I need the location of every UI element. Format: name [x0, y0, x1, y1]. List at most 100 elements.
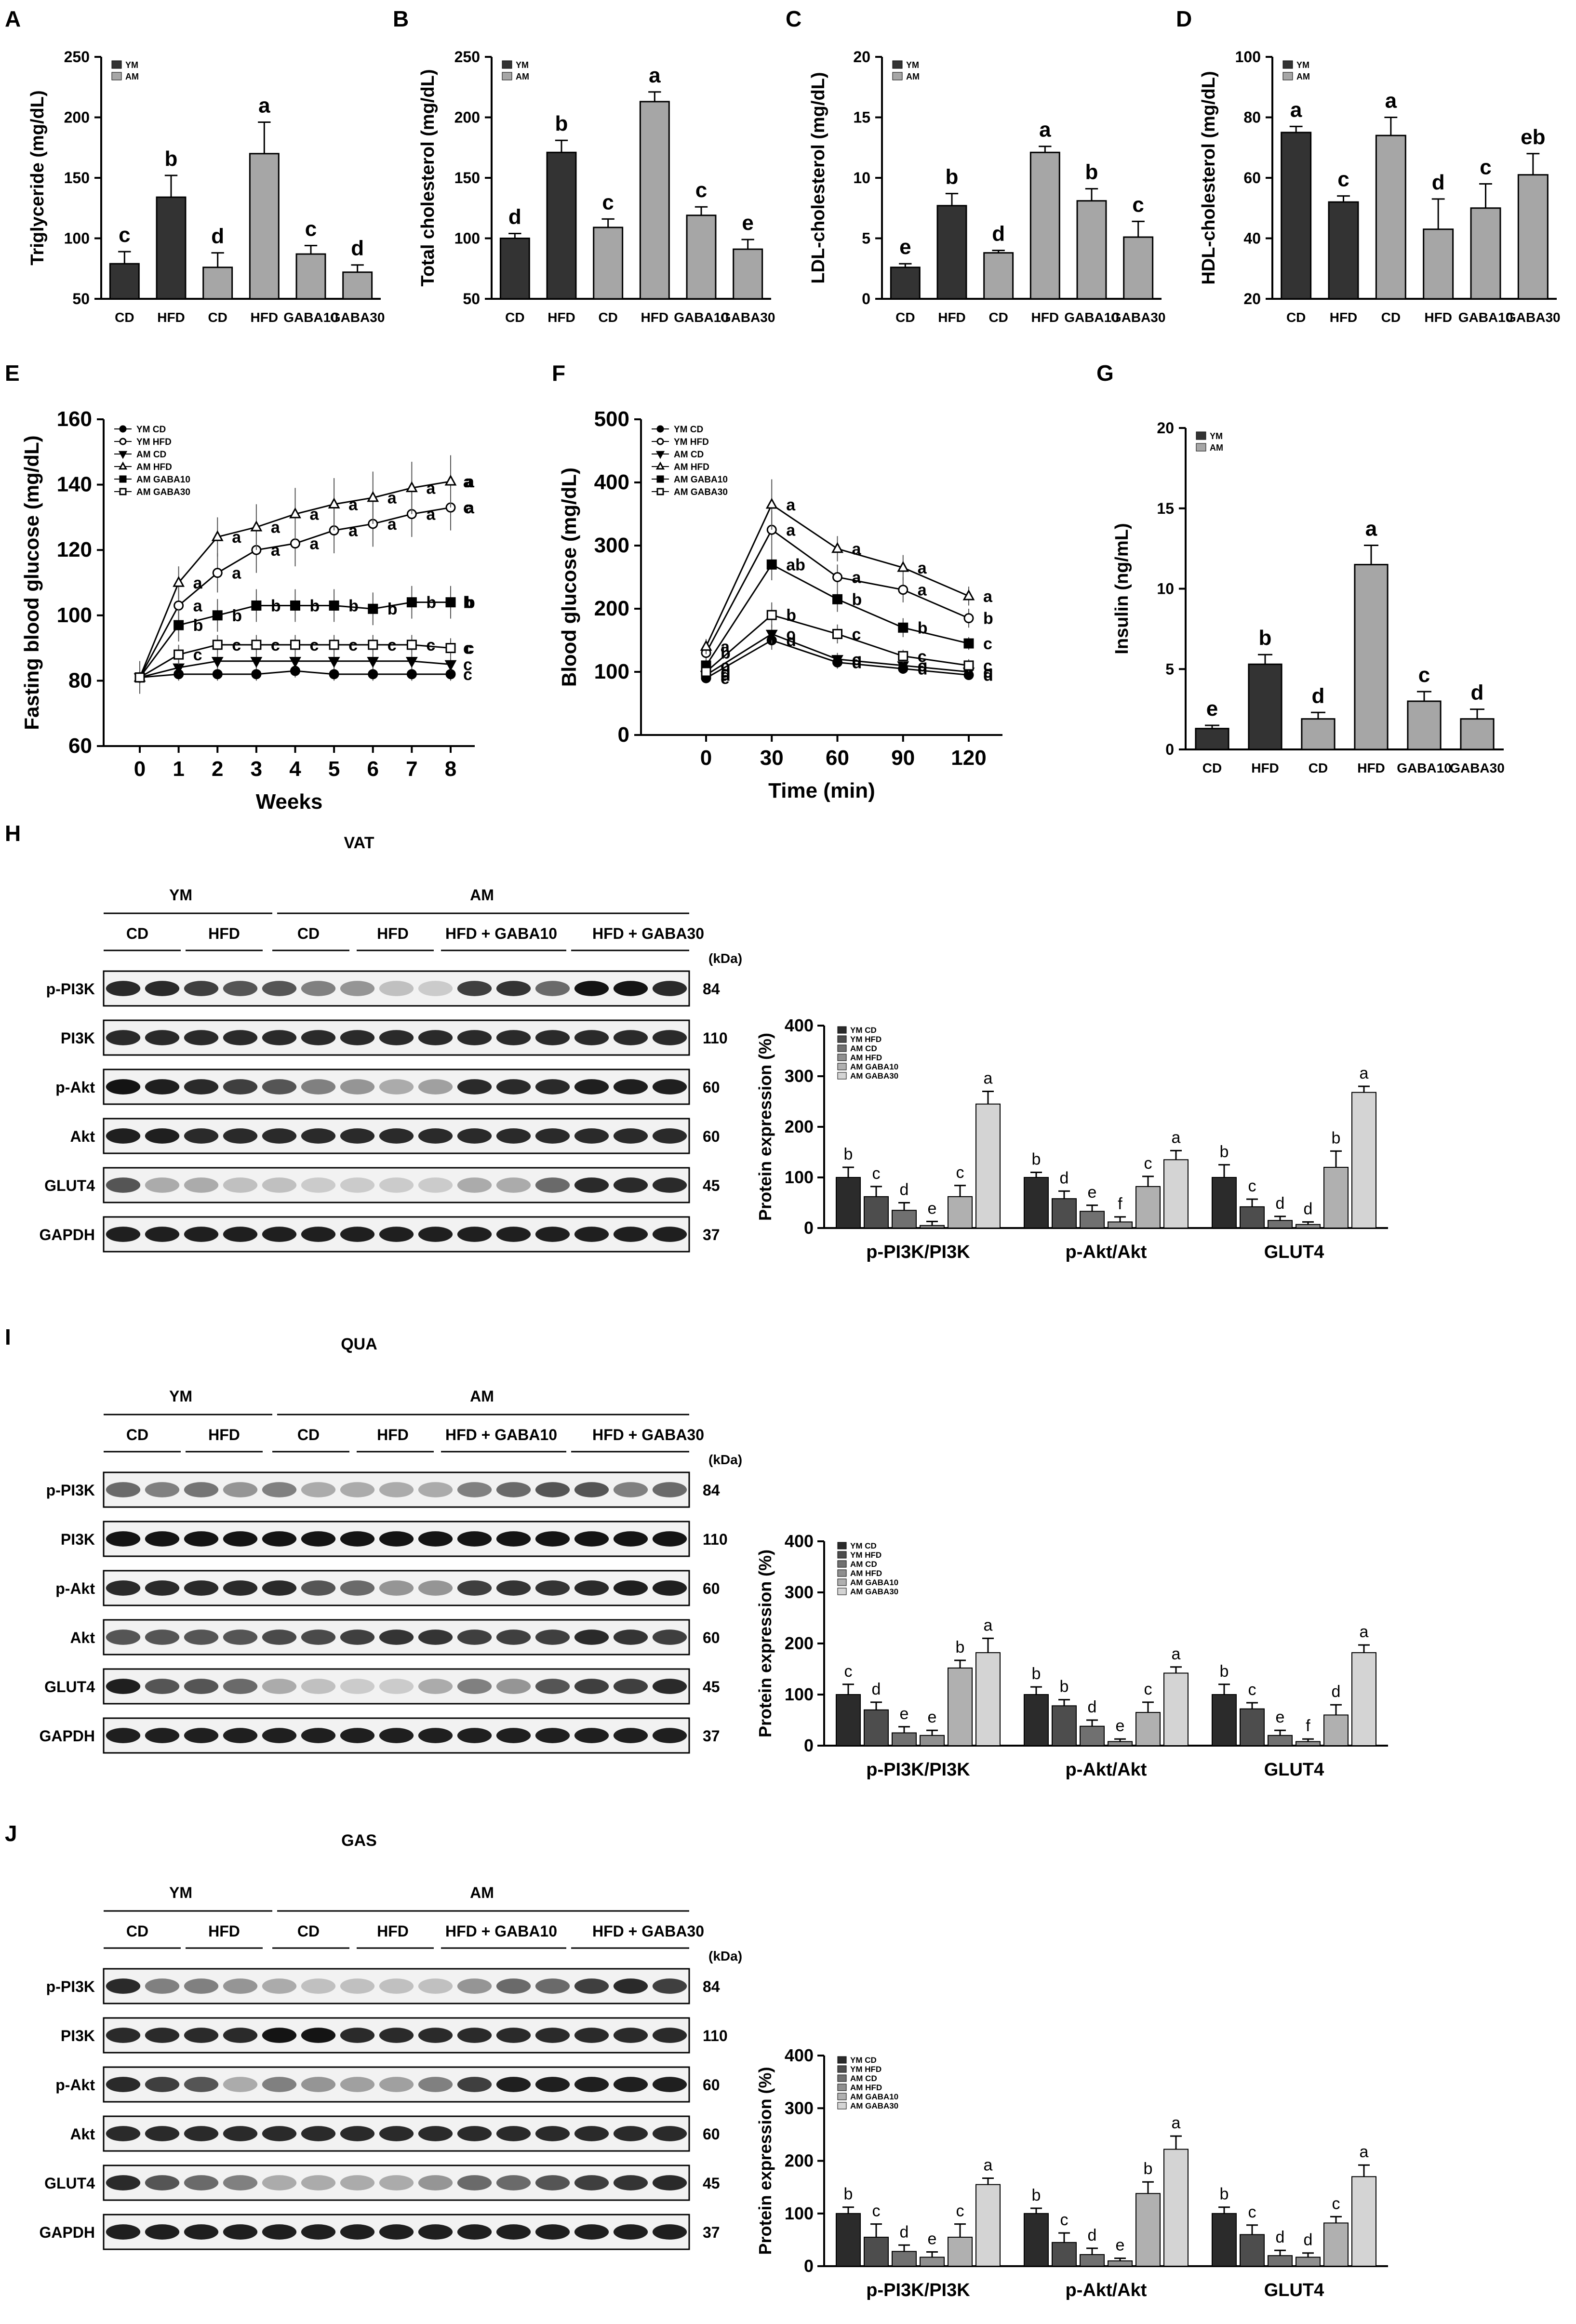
significance-letter: d	[992, 222, 1005, 246]
blot-band	[418, 1728, 453, 1743]
x-tick-label: GABA10	[674, 310, 729, 325]
legend-label: AM CD	[850, 1044, 877, 1053]
western-blot-j: GAS YM AM CD HFD CD HFD HFD + GABA10 HFD + GABA3…	[39, 1831, 742, 2250]
significance-letter: b	[165, 147, 178, 171]
significance-letter: a	[387, 489, 397, 508]
bar	[1212, 1694, 1237, 1746]
blot-band	[340, 2224, 375, 2240]
bar	[1296, 1224, 1321, 1229]
blot-band	[223, 1128, 258, 1144]
blot-band	[652, 2224, 687, 2240]
blot-band	[106, 2077, 141, 2092]
condition-label: HFD + GABA10	[445, 925, 557, 942]
western-blot-i: QUA YM AM CD HFD CD HFD HFD + GABA10 HFD + GABA3…	[39, 1335, 742, 1754]
blot-band	[652, 1978, 687, 1994]
blot-band	[223, 1531, 258, 1547]
legend-swatch	[837, 1551, 847, 1559]
y-tick-label: 80	[68, 668, 92, 692]
y-axis-label: Protein expression (%)	[755, 1033, 775, 1221]
chart-j: 0 100 200 300 400 Protein expression (%) b c d e c…	[755, 2045, 1388, 2300]
significance-letter: f	[1306, 1717, 1310, 1735]
significance-letter: a	[721, 638, 730, 656]
blot-band	[574, 2028, 609, 2043]
blot-band	[574, 1079, 609, 1095]
x-tick-label: HFD	[157, 310, 185, 325]
blot-band	[652, 1629, 687, 1645]
legend-label: AM CD	[850, 2074, 877, 2083]
blot-band	[262, 2175, 297, 2190]
y-axis-label: Triglyceride (mg/dL)	[27, 90, 48, 265]
data-point	[445, 643, 456, 654]
data-point	[897, 561, 909, 572]
blot-band	[496, 2077, 531, 2092]
condition-label: CD	[297, 925, 320, 942]
bar	[1323, 2222, 1349, 2267]
data-point	[119, 488, 127, 495]
protein-label: GAPDH	[39, 2224, 95, 2241]
data-point	[328, 497, 340, 508]
blot-band	[496, 981, 531, 996]
blot-band	[418, 1030, 453, 1045]
blot-band	[106, 1679, 141, 1694]
legend-label: AM CD	[674, 450, 704, 460]
blot-band	[301, 2126, 336, 2141]
blot-band	[145, 1978, 180, 1994]
blot-band	[457, 1580, 492, 1596]
significance-letter: d	[1471, 681, 1484, 705]
blot-band	[535, 2126, 570, 2141]
significance-letter: d	[351, 237, 364, 260]
blot-band	[613, 2224, 648, 2240]
legend-swatch	[837, 2084, 847, 2091]
blot-band	[301, 1079, 336, 1095]
x-tick-label: p-PI3K/PI3K	[866, 1760, 970, 1780]
legend-label: YM HFD	[850, 1035, 881, 1044]
legend-label: AM HFD	[850, 2083, 882, 2092]
bar	[686, 214, 717, 300]
blot-band	[652, 1227, 687, 1242]
y-tick-label: 15	[853, 109, 870, 126]
blot-band	[340, 1728, 375, 1743]
significance-letter: a	[786, 496, 796, 514]
significance-letter: f	[1118, 1195, 1122, 1213]
chart-b: 50 100 150 200 250 Total cholesterol (mg/dL) d…	[418, 48, 775, 325]
blot-band	[457, 981, 492, 996]
protein-label: p-PI3K	[46, 1482, 95, 1499]
data-point	[134, 672, 145, 683]
blot-band	[457, 1679, 492, 1694]
significance-letter: c	[463, 666, 472, 684]
blot-band	[379, 1580, 414, 1596]
legend-label: YM	[1296, 60, 1309, 70]
blot-band	[340, 1531, 375, 1547]
blot-band	[535, 1580, 570, 1596]
blot-band	[574, 1580, 609, 1596]
blot-band	[379, 1079, 414, 1095]
blot-band	[379, 2126, 414, 2141]
blot-band	[106, 1531, 141, 1547]
condition-label: HFD	[377, 925, 409, 942]
significance-letter: e	[900, 1705, 909, 1723]
significance-letter: c	[1337, 168, 1349, 191]
blot-band	[223, 1227, 258, 1242]
y-tick-label: 20	[1243, 290, 1261, 307]
blot-band	[106, 2175, 141, 2190]
significance-letter: d	[918, 660, 928, 678]
significance-letter: c	[1060, 2211, 1068, 2229]
x-tick-label: 7	[406, 757, 417, 781]
legend-label: AM GABA30	[136, 487, 190, 497]
blot-band	[418, 2175, 453, 2190]
y-tick-label: 300	[785, 1066, 814, 1086]
protein-label: GLUT4	[44, 2175, 95, 2192]
condition-label: HFD + GABA30	[592, 1426, 704, 1443]
significance-letter: c	[271, 636, 280, 654]
blot-band	[145, 1128, 180, 1144]
significance-letter: b	[1144, 2160, 1153, 2178]
blot-band	[145, 1580, 180, 1596]
bar	[948, 1667, 973, 1746]
bar	[836, 1694, 861, 1746]
blot-band	[457, 1227, 492, 1242]
significance-letter: a	[1172, 1645, 1181, 1663]
bar	[733, 248, 763, 300]
significance-letter: c	[426, 636, 435, 654]
blot-band	[379, 1177, 414, 1193]
bar	[1296, 1741, 1321, 1747]
